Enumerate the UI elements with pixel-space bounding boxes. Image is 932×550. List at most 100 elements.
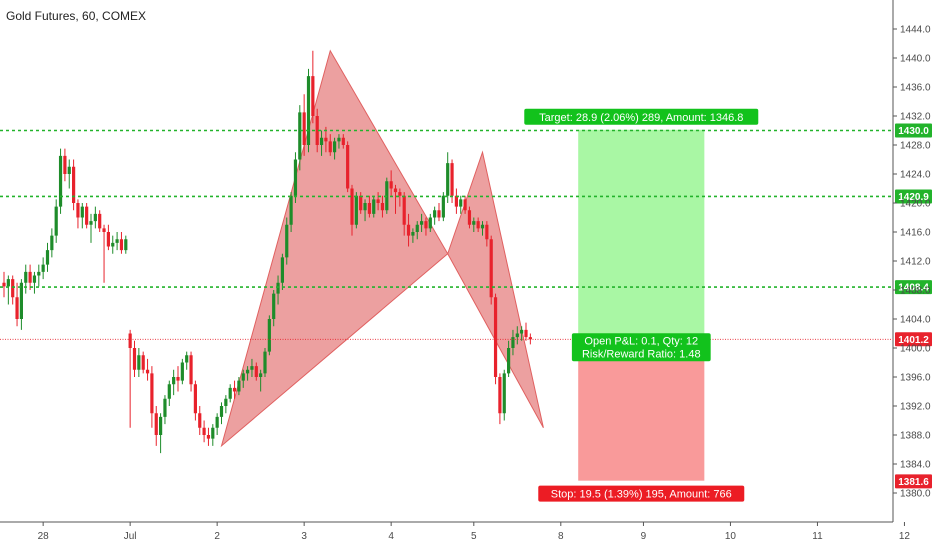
candle-up (289, 192, 293, 232)
candle-down (254, 362, 258, 381)
candle-body (346, 145, 350, 189)
candle-down (232, 380, 237, 399)
candle-down (498, 373, 502, 425)
price-tick-label: 1424.0 (900, 170, 931, 181)
candle-up (515, 326, 519, 345)
candle-up (272, 290, 276, 327)
candle-up (37, 264, 41, 287)
harmonic-pattern-layer (220, 49, 544, 448)
candle-body (202, 427, 206, 435)
candle-body (363, 203, 367, 211)
candle-down (63, 148, 67, 182)
candle-body (246, 369, 250, 374)
price-tick-label: 1384.0 (900, 460, 931, 471)
candle-body (380, 203, 385, 211)
candle-body (350, 188, 354, 225)
position-labels-layer: Target: 28.9 (2.06%) 289, Amount: 1346.8… (524, 108, 759, 502)
candle-body (180, 362, 184, 381)
time-tick-label: 8 (558, 531, 564, 542)
candle-body (376, 199, 380, 203)
candle-body (124, 239, 128, 251)
candle-body (163, 398, 167, 417)
candle-up (54, 199, 58, 243)
price-tick-label: 1420.0 (900, 199, 931, 210)
candle-up (24, 264, 28, 294)
candle-up (372, 195, 376, 218)
candle-body (19, 282, 23, 319)
pattern-triangle-bcd[interactable] (447, 150, 544, 428)
candle-body (437, 210, 441, 218)
candle-body (485, 224, 489, 240)
candle-down (402, 192, 406, 236)
candle-body (237, 380, 241, 392)
candles-layer (2, 50, 532, 454)
grid-layer (0, 0, 894, 523)
candle-body (493, 297, 498, 377)
price-tick-label: 1408.0 (900, 286, 931, 297)
candle-up (67, 159, 71, 189)
pattern-triangle-xab[interactable] (220, 49, 449, 448)
price-tick-label: 1404.0 (900, 315, 931, 326)
candle-body (41, 264, 45, 272)
candle-down (389, 170, 393, 196)
candle-body (428, 217, 432, 229)
candle-body (2, 282, 6, 287)
candle-down (150, 366, 154, 428)
candle-up (19, 279, 23, 330)
candle-body (50, 235, 54, 251)
candle-up (280, 253, 284, 290)
candle-body (254, 366, 258, 377)
candle-up (172, 369, 176, 396)
candle-body (54, 206, 58, 236)
candle-body (341, 137, 345, 145)
candle-up (224, 395, 228, 414)
candle-body (215, 416, 219, 428)
candle-body (232, 387, 237, 392)
candle-body (524, 329, 528, 338)
candle-body (476, 221, 480, 229)
candle-body (411, 232, 415, 236)
candle-down (145, 358, 150, 381)
candle-up (180, 358, 184, 385)
candle-down (128, 329, 132, 428)
candle-body (454, 195, 458, 207)
candle-body (67, 166, 71, 174)
candle-down (28, 264, 32, 290)
candle-down (376, 192, 380, 211)
candle-body (402, 195, 406, 225)
candle-up (298, 105, 302, 171)
candle-body (515, 333, 519, 338)
stop-zone[interactable] (578, 339, 705, 481)
candle-body (72, 166, 76, 203)
candle-body (193, 384, 197, 414)
candle-down (454, 188, 458, 214)
candle-body (132, 348, 137, 370)
target-zone[interactable] (578, 129, 705, 340)
candle-body (311, 76, 315, 116)
candle-up (263, 348, 267, 377)
candle-down (154, 406, 158, 446)
candle-down (141, 351, 145, 374)
candle-body (450, 163, 454, 196)
candle-up (246, 366, 250, 381)
candle-up (459, 195, 463, 214)
candle-up (185, 351, 189, 370)
candle-body (263, 351, 267, 374)
price-axis-layer: 1380.0 1384.0 1388.0 1392.0 1396.0 1400.0 1404… (893, 25, 931, 500)
price-tick-label: 1432.0 (900, 112, 931, 123)
candle-up (306, 68, 311, 153)
candle-down (328, 134, 332, 156)
time-axis-layer: 28 Jul 2 3 4 5 8 9 10 11 12 (38, 522, 910, 542)
candle-up (228, 384, 232, 403)
price-tick-label: 1392.0 (900, 402, 931, 413)
candle-body (489, 239, 493, 298)
level-badge (895, 280, 932, 295)
candle-body (324, 137, 328, 142)
candle-down (98, 210, 102, 232)
candle-body (98, 213, 102, 229)
candle-up (50, 228, 54, 258)
price-tick-label: 1436.0 (900, 83, 931, 94)
candle-up (124, 235, 128, 254)
